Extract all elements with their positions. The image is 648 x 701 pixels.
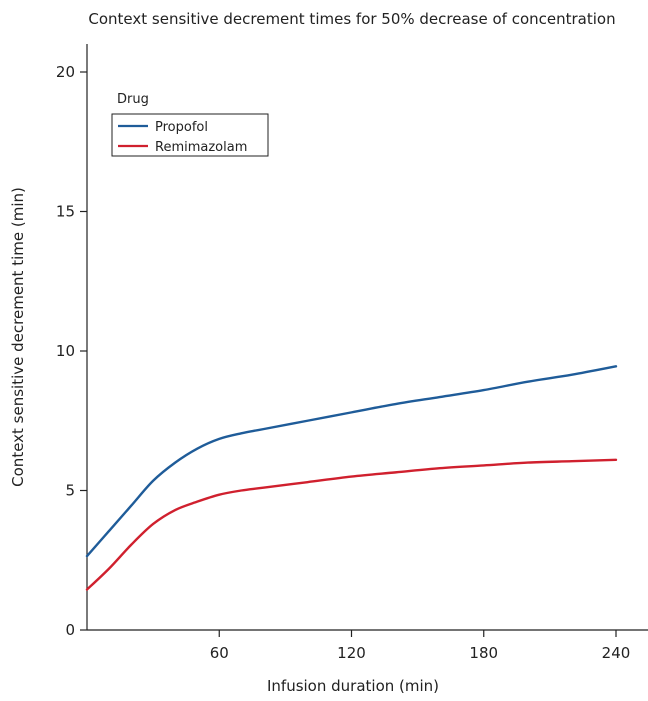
legend-box [111, 113, 269, 157]
series-line-propofol [85, 365, 618, 558]
y-ticks: 0 5 10 15 20 [56, 63, 87, 639]
legend-label-remimazolam: Remimazolam [155, 140, 247, 155]
x-tick-label: 240 [602, 644, 631, 662]
y-tick-label: 5 [65, 482, 75, 500]
series-lines [85, 365, 618, 591]
x-tick-label: 120 [337, 644, 366, 662]
y-tick-label: 0 [65, 621, 75, 639]
x-tick-label: 60 [210, 644, 229, 662]
y-tick-label: 10 [56, 342, 75, 360]
plot-area: 0 5 10 15 20 60 120 180 240 [56, 44, 648, 662]
x-ticks: 60 120 180 240 [210, 630, 631, 662]
series-line-remimazolam [85, 458, 618, 591]
legend-label-propofol: Propofol [155, 120, 208, 135]
y-tick-label: 15 [56, 203, 75, 221]
y-tick-label: 20 [56, 63, 75, 81]
legend: Drug Propofol Remimazolam [111, 92, 269, 157]
legend-title: Drug [117, 92, 149, 107]
x-axis-title: Infusion duration (min) [267, 677, 439, 695]
y-axis-title: Context sensitive decrement time (min) [9, 187, 27, 487]
chart-title: Context sensitive decrement times for 50… [88, 10, 615, 28]
x-tick-label: 180 [469, 644, 498, 662]
